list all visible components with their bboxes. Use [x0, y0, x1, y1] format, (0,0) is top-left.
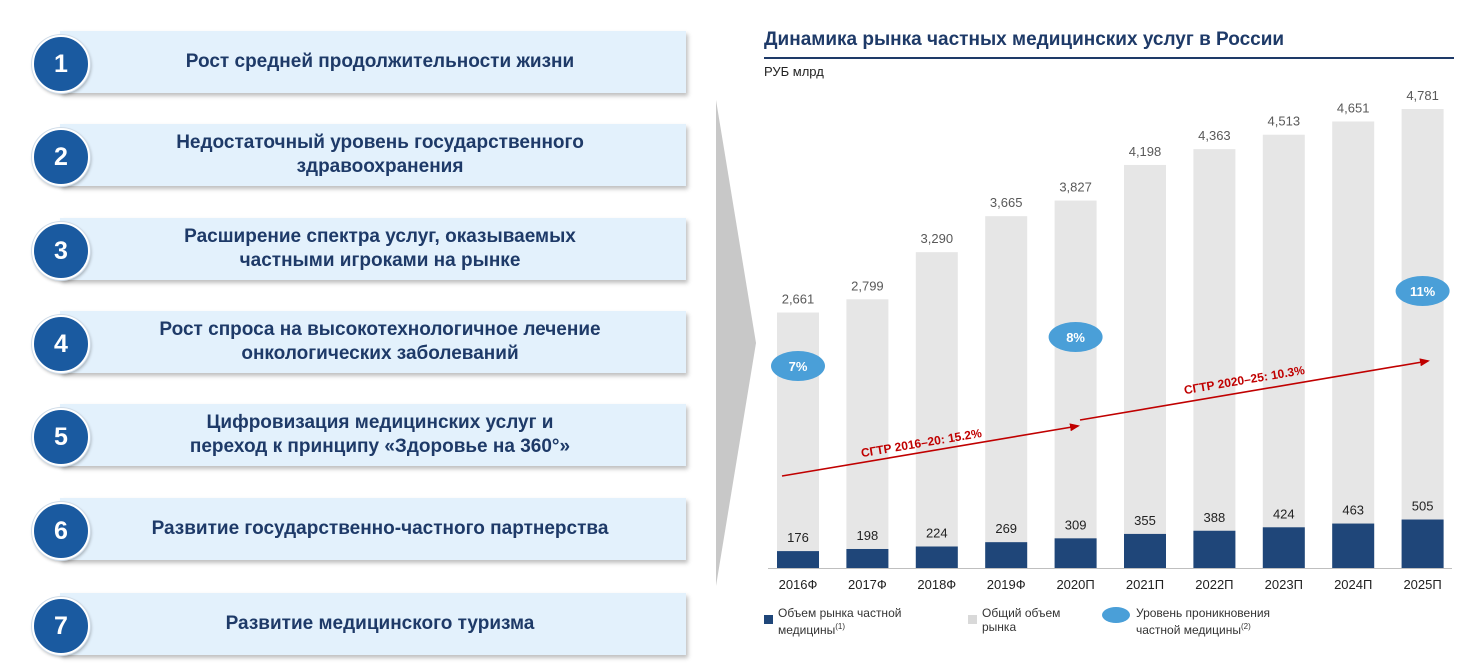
legend-text: Уровень проникновения частной медицины(2…: [1136, 606, 1271, 637]
legend-text: Объем рынка частной медицины(1): [778, 606, 902, 637]
private-market-label: 224: [926, 525, 948, 540]
private-market-label: 198: [857, 528, 879, 543]
penetration-bubble: [1048, 322, 1103, 352]
private-market-label: 505: [1412, 499, 1434, 514]
legend-swatch: [968, 615, 977, 624]
private-market-bar: [1193, 530, 1236, 568]
x-tick-label: 2024П: [1334, 577, 1372, 592]
total-market-label: 2,799: [851, 278, 884, 293]
private-market-label: 388: [1204, 510, 1226, 525]
private-market-bar: [846, 548, 889, 568]
total-market-bar: [1262, 134, 1305, 568]
private-market-label: 176: [787, 530, 809, 545]
driver-number-badge: 4: [32, 315, 90, 373]
driver-box: Рост спроса на высокотехнологичное лечен…: [60, 311, 686, 373]
driver-number-badge: 5: [32, 408, 90, 466]
driver-box: Расширение спектра услуг, оказываемых ча…: [60, 218, 686, 280]
total-market-bar: [1332, 121, 1375, 568]
x-tick-label: 2020П: [1056, 577, 1094, 592]
total-market-bar: [846, 299, 889, 568]
driver-box: Развитие государственно-частного партнер…: [60, 498, 686, 560]
driver-text: Рост спроса на высокотехнологичное лечен…: [159, 319, 601, 364]
private-market-label: 355: [1134, 513, 1156, 528]
private-market-label: 269: [995, 521, 1017, 536]
unit-label: РУБ млрд: [764, 64, 824, 79]
driver-text: Расширение спектра услуг, оказываемых ча…: [184, 226, 576, 271]
driver-text: Развитие медицинского туризма: [225, 613, 535, 634]
x-tick-label: 2018Ф: [917, 577, 956, 592]
legend-swatch: [764, 615, 773, 624]
total-market-bar: [1193, 149, 1236, 568]
penetration-label: 11%: [1410, 284, 1436, 299]
driver-item: Цифровизация медицинских услуг и переход…: [20, 404, 686, 466]
private-market-bar: [915, 546, 958, 568]
driver-text: Цифровизация медицинских услуг и переход…: [189, 412, 571, 457]
private-market-bar: [1124, 533, 1166, 568]
cagr-arrow: [1079, 358, 1430, 421]
private-market-bar: [1262, 527, 1305, 568]
x-tick-label: 2025П: [1403, 577, 1441, 592]
total-market-label: 3,665: [990, 195, 1023, 210]
driver-box: Цифровизация медицинских услуг и переход…: [60, 404, 686, 466]
driver-text: Рост средней продолжительности жизни: [185, 51, 575, 72]
penetration-bubble: [771, 351, 825, 381]
total-market-label: 3,290: [921, 231, 954, 246]
private-market-label: 424: [1273, 506, 1295, 521]
total-market-label: 4,198: [1129, 144, 1162, 159]
driver-box: Рост средней продолжительности жизни: [60, 31, 686, 93]
driver-item: Расширение спектра услуг, оказываемых ча…: [20, 218, 686, 280]
driver-number-badge: 2: [32, 128, 90, 186]
driver-box: Недостаточный уровень государственного з…: [60, 124, 686, 186]
driver-item: Рост спроса на высокотехнологичное лечен…: [20, 311, 686, 373]
total-market-bar: [915, 252, 958, 568]
bar-chart: 2,661 176 2016Ф 2,799 198 2017Ф 3,290 224 2018Ф 3…: [768, 88, 1452, 592]
legend-text: Общий объем рынка: [982, 606, 1061, 634]
total-market-bar: [1054, 200, 1097, 568]
driver-text: Развитие государственно-частного партнер…: [151, 518, 609, 539]
total-market-label: 3,827: [1059, 180, 1092, 195]
private-market-bar: [1332, 523, 1375, 568]
driver-text: Недостаточный уровень государственного з…: [176, 132, 584, 177]
penetration-bubble: [1395, 276, 1450, 306]
driver-number-badge: 7: [32, 597, 90, 655]
driver-number-badge: 6: [32, 502, 90, 560]
total-market-bar: [985, 216, 1028, 568]
driver-box: Развитие медицинского туризма: [60, 593, 686, 655]
x-tick-label: 2016Ф: [779, 577, 818, 592]
driver-item: Недостаточный уровень государственного з…: [20, 124, 686, 186]
private-market-bar: [985, 542, 1028, 568]
private-market-label: 309: [1065, 517, 1087, 532]
x-tick-label: 2023П: [1265, 577, 1303, 592]
total-market-bar: [1401, 109, 1444, 568]
x-tick-label: 2019Ф: [987, 577, 1026, 592]
penetration-label: 8%: [1066, 330, 1085, 345]
driver-item: Развитие медицинского туризма 7: [20, 593, 686, 655]
private-market-label: 463: [1342, 503, 1364, 518]
private-market-bar: [777, 551, 819, 568]
private-market-bar: [1401, 519, 1444, 568]
driver-item: Развитие государственно-частного партнер…: [20, 498, 686, 560]
chevron-arrow: [716, 100, 756, 586]
private-market-bar: [1054, 538, 1097, 568]
driver-number-badge: 3: [32, 222, 90, 280]
total-market-label: 4,513: [1268, 114, 1301, 129]
penetration-label: 7%: [789, 359, 808, 374]
driver-number-badge: 1: [32, 35, 90, 93]
x-tick-label: 2017Ф: [848, 577, 887, 592]
total-market-label: 4,781: [1406, 88, 1439, 103]
chart-title: Динамика рынка частных медицинских услуг…: [764, 29, 1285, 50]
x-tick-label: 2022П: [1195, 577, 1233, 592]
title-rule: [764, 57, 1454, 59]
total-market-label: 4,363: [1198, 128, 1231, 143]
driver-item: Рост средней продолжительности жизни 1: [20, 31, 686, 93]
legend-swatch: [1102, 607, 1130, 623]
total-market-bar: [1124, 164, 1166, 568]
total-market-label: 2,661: [782, 292, 815, 307]
total-market-label: 4,651: [1337, 100, 1370, 115]
x-tick-label: 2021П: [1126, 577, 1164, 592]
cagr-arrow: [781, 423, 1080, 477]
